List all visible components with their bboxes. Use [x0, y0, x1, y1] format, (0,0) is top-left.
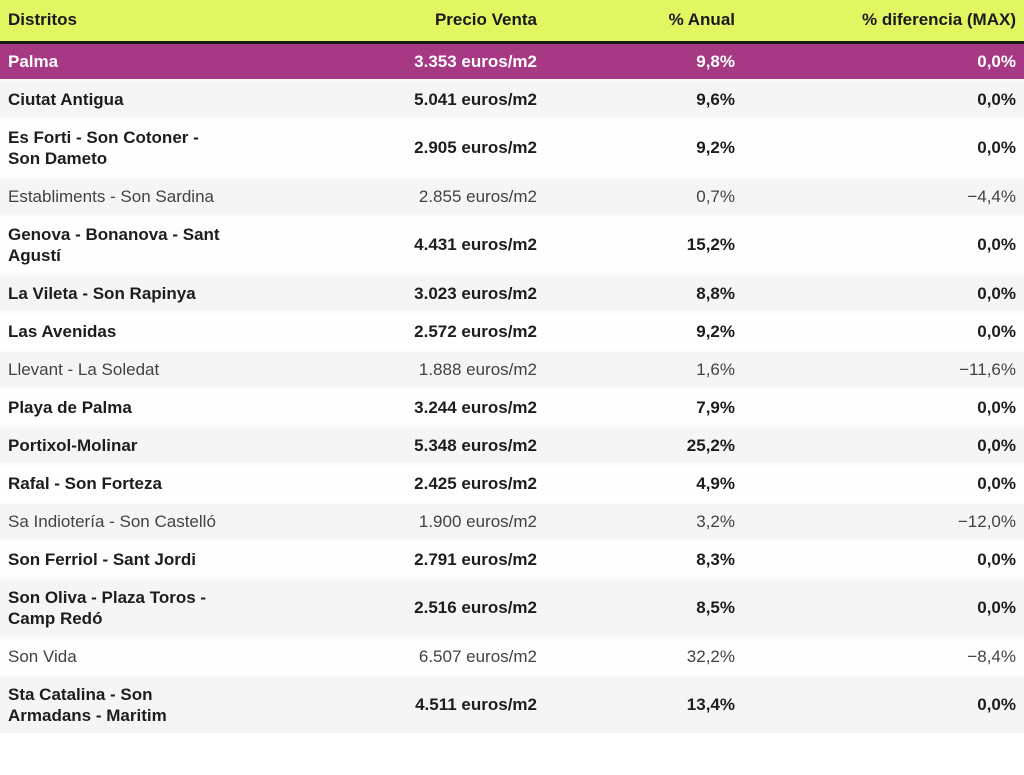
districts-price-table: Distritos Precio Venta % Anual % diferen…	[0, 0, 1024, 733]
annual-pct-cell: 8,5%	[545, 576, 743, 637]
annual-pct-cell: 9,2%	[545, 310, 743, 350]
district-name-cell: Son Ferriol - Sant Jordi	[0, 538, 240, 578]
table-row: Son Oliva - Plaza Toros - Camp Redó 2.51…	[0, 576, 1024, 637]
col-header-precio-venta: Precio Venta	[240, 0, 545, 44]
annual-pct-cell: 13,4%	[545, 673, 743, 733]
annual-pct-cell: 9,8%	[545, 42, 743, 80]
diff-max-pct-cell: −11,6%	[743, 348, 1024, 388]
table-row: Genova - Bonanova - Sant Agustí 4.431 eu…	[0, 213, 1024, 274]
table-row: Palma 3.353 euros/m2 9,8% 0,0%	[0, 42, 1024, 80]
table-row: Sa Indiotería - Son Castelló 1.900 euros…	[0, 500, 1024, 540]
diff-max-pct-cell: 0,0%	[743, 116, 1024, 177]
annual-pct-cell: 4,9%	[545, 462, 743, 502]
table-header-row: Distritos Precio Venta % Anual % diferen…	[0, 0, 1024, 44]
table-row: Sta Catalina - Son Armadans - Maritim 4.…	[0, 673, 1024, 733]
table-row: Rafal - Son Forteza 2.425 euros/m2 4,9% …	[0, 462, 1024, 502]
table-row: Las Avenidas 2.572 euros/m2 9,2% 0,0%	[0, 310, 1024, 350]
col-header-distritos: Distritos	[0, 0, 240, 44]
diff-max-pct-cell: 0,0%	[743, 462, 1024, 502]
district-name-cell: Llevant - La Soledat	[0, 348, 240, 388]
annual-pct-cell: 15,2%	[545, 213, 743, 274]
price-cell: 6.507 euros/m2	[240, 635, 545, 675]
table-row: Establiments - Son Sardina 2.855 euros/m…	[0, 175, 1024, 215]
price-cell: 2.855 euros/m2	[240, 175, 545, 215]
diff-max-pct-cell: −8,4%	[743, 635, 1024, 675]
district-name-cell: Son Vida	[0, 635, 240, 675]
annual-pct-cell: 9,2%	[545, 116, 743, 177]
district-name-cell: Palma	[0, 42, 240, 80]
price-cell: 2.516 euros/m2	[240, 576, 545, 637]
table-body: Palma 3.353 euros/m2 9,8% 0,0% Ciutat An…	[0, 42, 1024, 733]
price-cell: 5.348 euros/m2	[240, 424, 545, 464]
annual-pct-cell: 8,8%	[545, 272, 743, 312]
diff-max-pct-cell: 0,0%	[743, 424, 1024, 464]
annual-pct-cell: 8,3%	[545, 538, 743, 578]
diff-max-pct-cell: 0,0%	[743, 272, 1024, 312]
price-cell: 3.353 euros/m2	[240, 42, 545, 80]
district-name-cell: Establiments - Son Sardina	[0, 175, 240, 215]
district-name-cell: Son Oliva - Plaza Toros - Camp Redó	[0, 576, 240, 637]
price-cell: 1.900 euros/m2	[240, 500, 545, 540]
diff-max-pct-cell: −4,4%	[743, 175, 1024, 215]
diff-max-pct-cell: 0,0%	[743, 576, 1024, 637]
price-cell: 2.791 euros/m2	[240, 538, 545, 578]
price-cell: 2.905 euros/m2	[240, 116, 545, 177]
price-cell: 2.425 euros/m2	[240, 462, 545, 502]
annual-pct-cell: 32,2%	[545, 635, 743, 675]
table-row: Ciutat Antigua 5.041 euros/m2 9,6% 0,0%	[0, 78, 1024, 118]
district-name-cell: Playa de Palma	[0, 386, 240, 426]
district-name-cell: Es Forti - Son Cotoner - Son Dameto	[0, 116, 240, 177]
price-cell: 1.888 euros/m2	[240, 348, 545, 388]
price-cell: 3.023 euros/m2	[240, 272, 545, 312]
table-row: Portixol-Molinar 5.348 euros/m2 25,2% 0,…	[0, 424, 1024, 464]
annual-pct-cell: 9,6%	[545, 78, 743, 118]
annual-pct-cell: 7,9%	[545, 386, 743, 426]
district-name-cell: Sa Indiotería - Son Castelló	[0, 500, 240, 540]
district-name-cell: Rafal - Son Forteza	[0, 462, 240, 502]
annual-pct-cell: 1,6%	[545, 348, 743, 388]
annual-pct-cell: 25,2%	[545, 424, 743, 464]
price-cell: 3.244 euros/m2	[240, 386, 545, 426]
table-row: Llevant - La Soledat 1.888 euros/m2 1,6%…	[0, 348, 1024, 388]
table-header: Distritos Precio Venta % Anual % diferen…	[0, 0, 1024, 44]
district-name-cell: Las Avenidas	[0, 310, 240, 350]
diff-max-pct-cell: 0,0%	[743, 213, 1024, 274]
col-header-diferencia-max: % diferencia (MAX)	[743, 0, 1024, 44]
annual-pct-cell: 3,2%	[545, 500, 743, 540]
table-row: Son Vida 6.507 euros/m2 32,2% −8,4%	[0, 635, 1024, 675]
diff-max-pct-cell: 0,0%	[743, 42, 1024, 80]
diff-max-pct-cell: 0,0%	[743, 78, 1024, 118]
diff-max-pct-cell: 0,0%	[743, 310, 1024, 350]
diff-max-pct-cell: 0,0%	[743, 538, 1024, 578]
price-cell: 4.431 euros/m2	[240, 213, 545, 274]
price-cell: 4.511 euros/m2	[240, 673, 545, 733]
table-row: Son Ferriol - Sant Jordi 2.791 euros/m2 …	[0, 538, 1024, 578]
district-name-cell: Genova - Bonanova - Sant Agustí	[0, 213, 240, 274]
annual-pct-cell: 0,7%	[545, 175, 743, 215]
table-row: Playa de Palma 3.244 euros/m2 7,9% 0,0%	[0, 386, 1024, 426]
diff-max-pct-cell: 0,0%	[743, 386, 1024, 426]
table-row: La Vileta - Son Rapinya 3.023 euros/m2 8…	[0, 272, 1024, 312]
col-header-anual: % Anual	[545, 0, 743, 44]
diff-max-pct-cell: −12,0%	[743, 500, 1024, 540]
table-row: Es Forti - Son Cotoner - Son Dameto 2.90…	[0, 116, 1024, 177]
district-name-cell: La Vileta - Son Rapinya	[0, 272, 240, 312]
district-name-cell: Sta Catalina - Son Armadans - Maritim	[0, 673, 240, 733]
price-cell: 2.572 euros/m2	[240, 310, 545, 350]
district-name-cell: Portixol-Molinar	[0, 424, 240, 464]
diff-max-pct-cell: 0,0%	[743, 673, 1024, 733]
district-name-cell: Ciutat Antigua	[0, 78, 240, 118]
price-cell: 5.041 euros/m2	[240, 78, 545, 118]
